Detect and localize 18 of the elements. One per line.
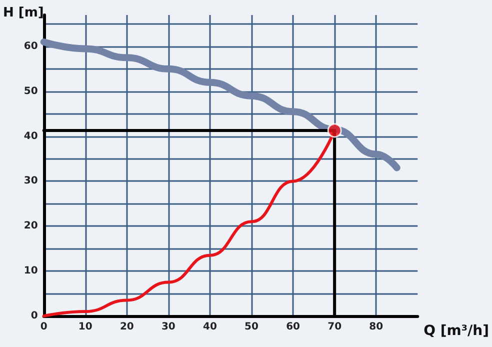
x-tick-label: 80 bbox=[369, 322, 384, 332]
x-tick-label: 70 bbox=[328, 322, 342, 332]
x-tick-label: 0 bbox=[40, 322, 48, 332]
y-tick-label: 50 bbox=[24, 86, 38, 97]
x-tick-label: 10 bbox=[78, 322, 92, 332]
x-tick-label: 50 bbox=[244, 322, 258, 332]
x-tick-label: 40 bbox=[203, 322, 217, 332]
y-tick-label: 30 bbox=[24, 176, 38, 187]
y-tick-label: 20 bbox=[24, 220, 38, 232]
y-tick-label: 40 bbox=[24, 130, 38, 142]
x-tick-label: 30 bbox=[161, 322, 176, 332]
y-tick-label: 10 bbox=[24, 266, 38, 277]
x-tick-label: 20 bbox=[120, 322, 134, 332]
y-tick-label: 0 bbox=[30, 310, 38, 322]
x-axis-title: Q [m³/h] bbox=[424, 323, 490, 339]
x-tick-label: 60 bbox=[286, 322, 300, 332]
y-tick-label: 60 bbox=[24, 40, 38, 52]
y-axis-title: H [m] bbox=[2, 6, 44, 20]
